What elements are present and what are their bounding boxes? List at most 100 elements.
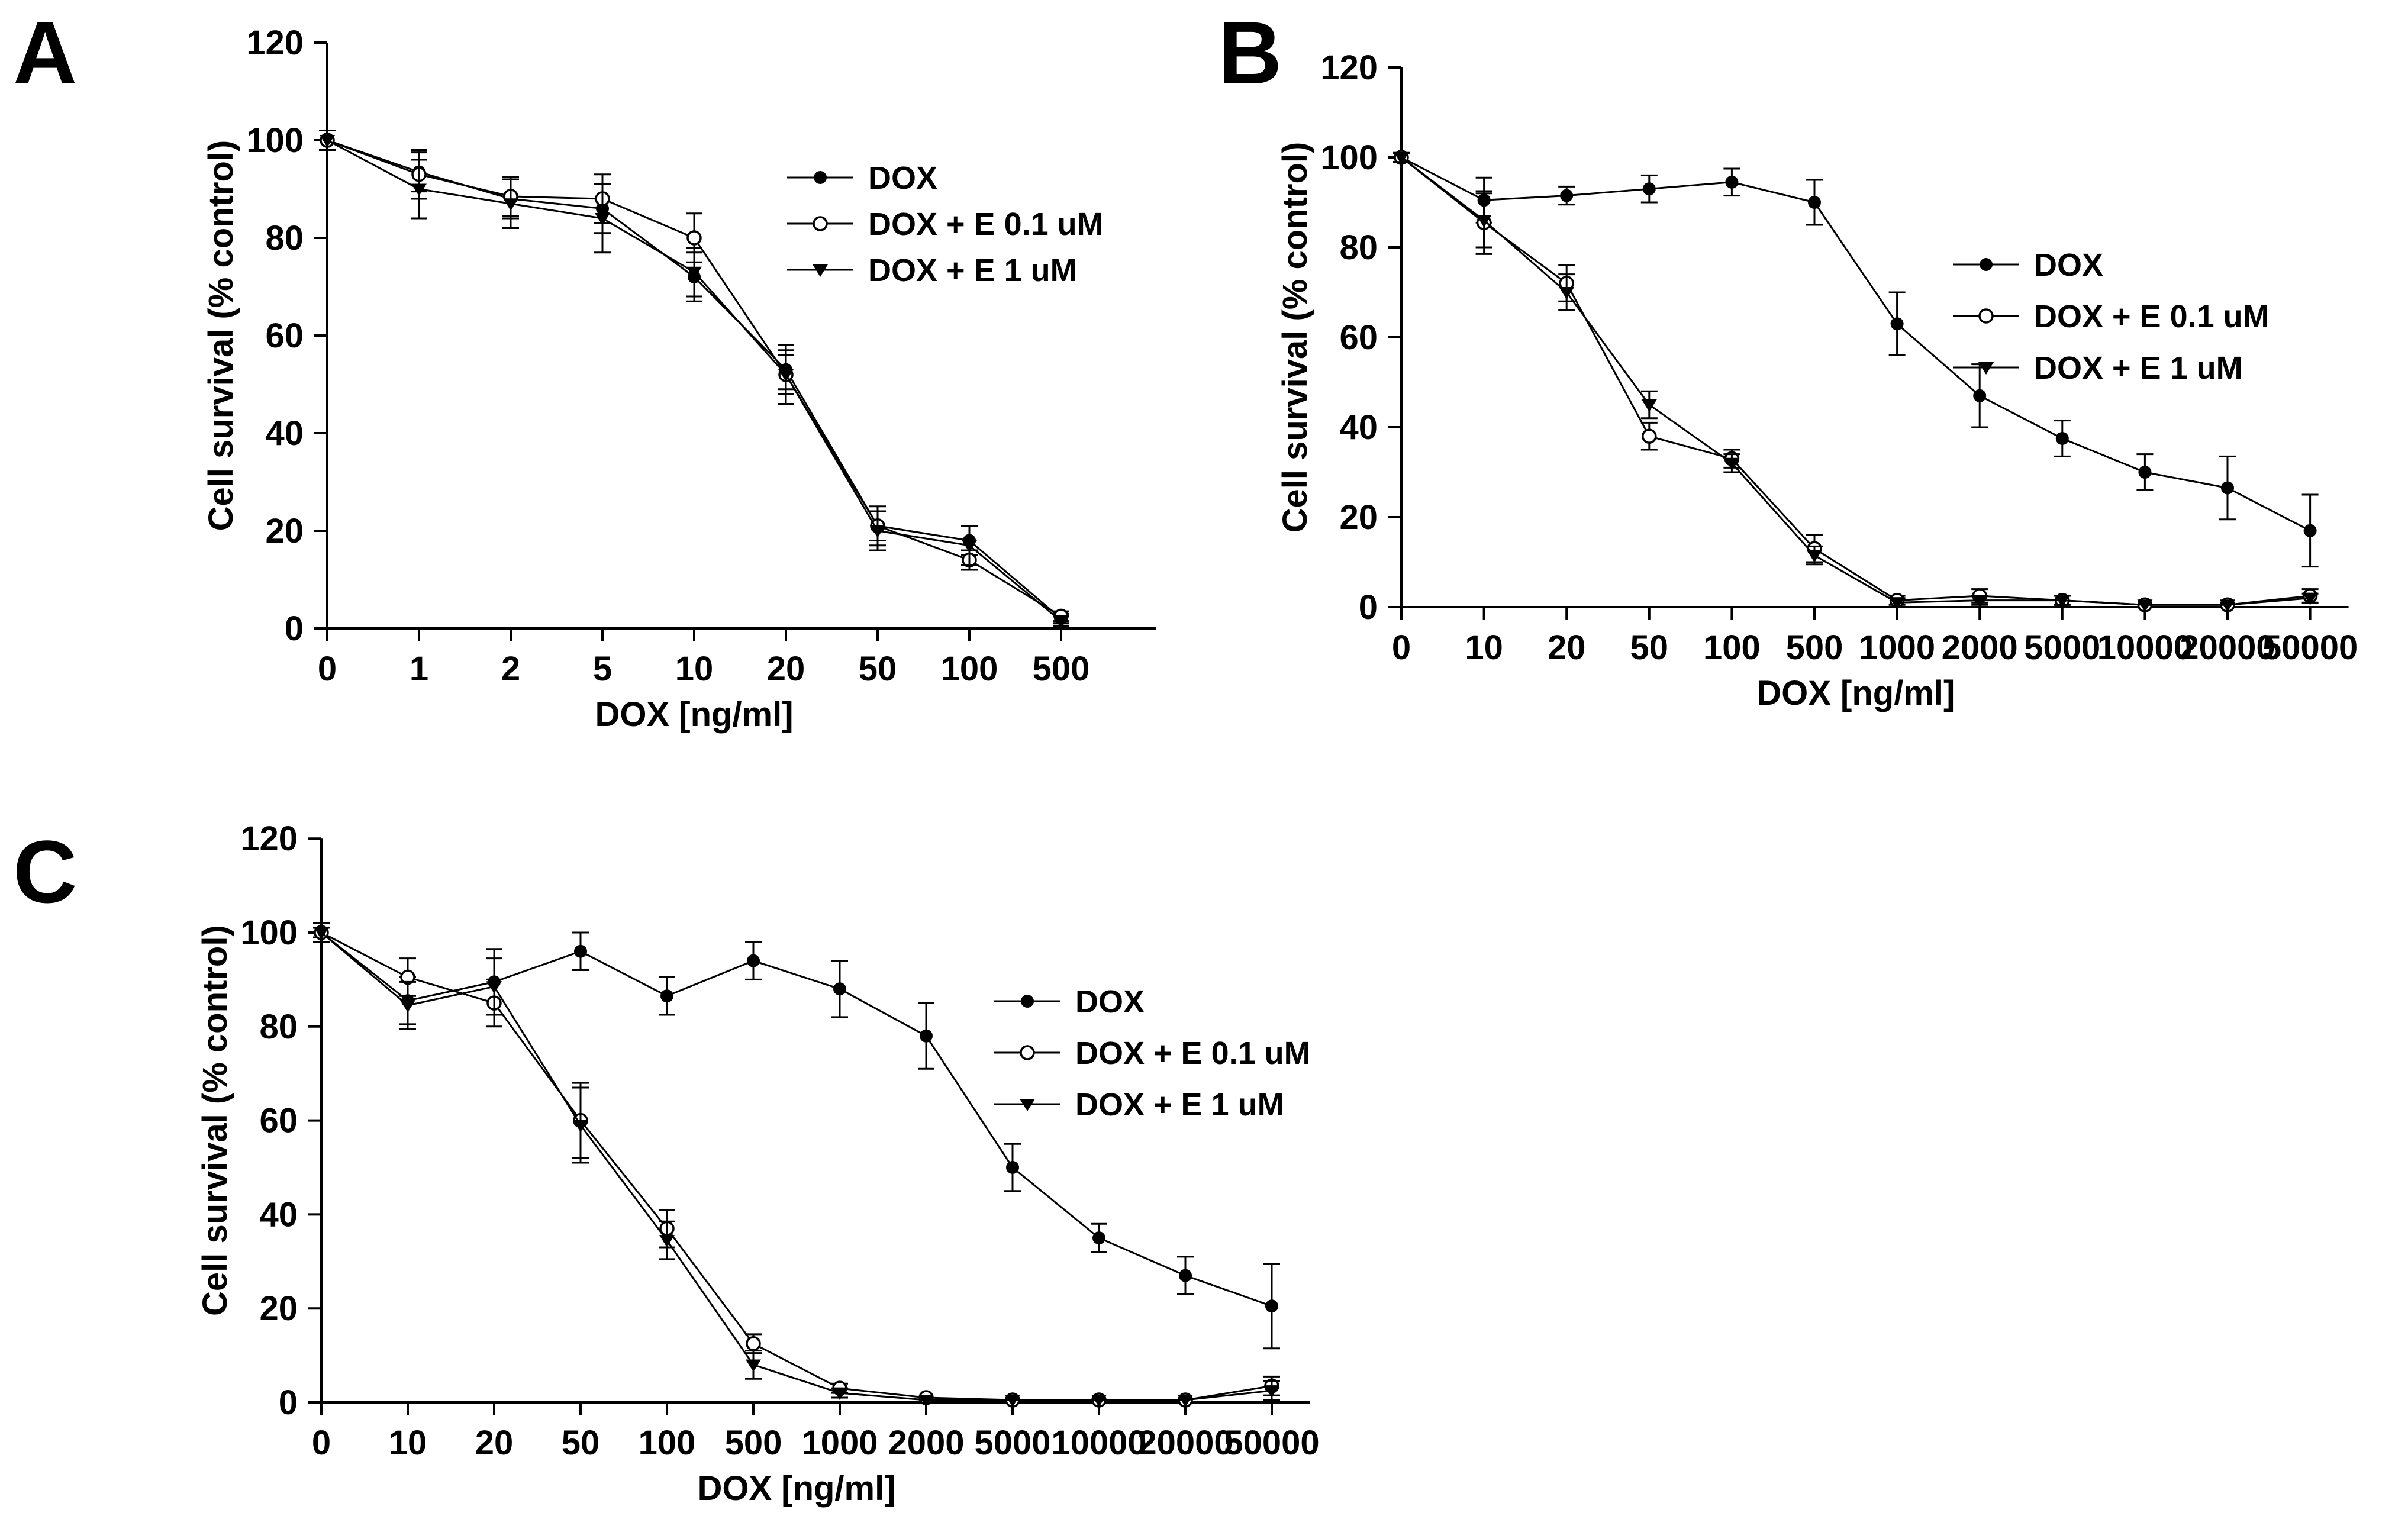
- x-tick-label: 50: [1630, 628, 1669, 667]
- y-tick-label: 40: [259, 1195, 298, 1234]
- point-triangle-down-marker: [832, 1388, 847, 1401]
- point-filled-circle-marker: [1179, 1269, 1192, 1282]
- x-tick-label: 20000: [2180, 628, 2275, 667]
- point-triangle-down-marker: [962, 540, 977, 553]
- y-axis-title: Cell survival (% control): [202, 140, 240, 531]
- point-triangle-down-marker: [486, 981, 502, 994]
- y-tick-label: 80: [259, 1008, 298, 1046]
- x-tick-label: 20: [1548, 628, 1586, 667]
- point-triangle-down-marker: [1972, 595, 1988, 608]
- point-filled-circle-marker: [1642, 182, 1656, 196]
- point-triangle-down-marker: [320, 135, 335, 147]
- y-tick-label: 40: [1339, 408, 1378, 447]
- x-axis-title: DOX [ng/ml]: [697, 1469, 895, 1508]
- x-tick-label: 10: [389, 1424, 427, 1462]
- y-tick-label: 40: [265, 414, 304, 453]
- point-triangle-down-marker: [1641, 399, 1657, 412]
- x-tick-label: 100: [1703, 628, 1761, 667]
- legend-label: DOX + E 1 uM: [1075, 1087, 1284, 1122]
- legend-open-circle-marker: [813, 216, 828, 231]
- legend-filled-circle-marker: [814, 171, 827, 184]
- series-dox-e-1-um: [313, 922, 1280, 1408]
- x-tick-label: 20: [767, 650, 805, 688]
- point-triangle-down-marker: [686, 266, 702, 279]
- point-triangle-down-marker: [1476, 215, 1492, 228]
- x-tick-label: 100: [941, 650, 998, 688]
- legend: DOX DOX + E 0.1 uM DOX + E 1 uM: [994, 984, 1311, 1122]
- x-tick-label: 5: [593, 650, 612, 688]
- legend-filled-circle-marker: [1980, 258, 1993, 271]
- point-triangle-down-marker: [870, 525, 885, 538]
- y-tick-label: 80: [265, 219, 304, 257]
- x-tick-label: 2000: [1942, 628, 2018, 667]
- x-tick-label: 2: [501, 650, 520, 688]
- x-tick-label: 500: [725, 1424, 782, 1462]
- x-tick-label: 10000: [2097, 628, 2193, 667]
- x-tick-label: 10000: [1051, 1424, 1146, 1462]
- x-tick-label: 1000: [1859, 628, 1935, 667]
- legend-label: DOX + E 1 uM: [2034, 350, 2243, 386]
- point-triangle-down-marker: [1394, 152, 1409, 164]
- panel-c-label: C: [13, 822, 78, 921]
- x-tick-label: 5000: [974, 1424, 1050, 1462]
- x-tick-label: 500: [1786, 628, 1843, 667]
- legend: DOX DOX + E 0.1 uM DOX + E 1 uM: [787, 160, 1104, 288]
- x-axis-title: DOX [ng/ml]: [595, 695, 793, 734]
- legend-open-circle-marker: [1020, 1045, 1035, 1060]
- panel-b-label: B: [1218, 3, 1282, 102]
- legend-triangle-down-marker: [813, 264, 828, 277]
- point-open-circle-marker: [1642, 428, 1657, 444]
- point-filled-circle-marker: [1725, 175, 1739, 189]
- point-open-circle-marker: [746, 1336, 761, 1351]
- x-tick-label: 10: [1465, 628, 1503, 667]
- y-tick-label: 0: [1359, 588, 1378, 627]
- point-filled-circle-marker: [1092, 1231, 1105, 1245]
- x-axis-title: DOX [ng/ml]: [1756, 674, 1955, 712]
- panel-a-label: A: [13, 3, 78, 102]
- y-axis-title: Cell survival (% control): [196, 925, 234, 1316]
- legend-label: DOX + E 0.1 uM: [868, 207, 1104, 242]
- y-tick-label: 20: [259, 1289, 298, 1328]
- x-tick-label: 1: [410, 650, 428, 688]
- y-tick-label: 80: [1339, 228, 1378, 267]
- x-tick-label: 50000: [1224, 1424, 1319, 1462]
- point-triangle-down-marker: [1889, 597, 1905, 610]
- y-tick-label: 100: [246, 121, 304, 160]
- point-triangle-down-marker: [1053, 615, 1069, 628]
- y-tick-label: 20: [1339, 498, 1378, 537]
- series-line: [1401, 156, 2310, 606]
- point-filled-circle-marker: [1973, 389, 1987, 402]
- y-axis-title: Cell survival (% control): [1276, 142, 1314, 533]
- series-line: [1401, 156, 2311, 532]
- y-tick-label: 100: [240, 914, 298, 952]
- point-filled-circle-marker: [2138, 466, 2152, 479]
- y-tick-label: 100: [1320, 138, 1378, 177]
- legend-triangle-down-marker: [1978, 362, 1994, 375]
- x-tick-label: 1000: [801, 1424, 878, 1462]
- series-line: [321, 931, 1272, 1401]
- legend-triangle-down-marker: [1020, 1099, 1035, 1111]
- legend-label: DOX: [868, 160, 937, 196]
- point-triangle-down-marker: [1724, 457, 1740, 470]
- series-line: [321, 931, 1272, 1307]
- point-triangle-down-marker: [918, 1395, 934, 1408]
- point-triangle-down-marker: [1264, 1385, 1279, 1398]
- point-triangle-down-marker: [411, 183, 427, 196]
- point-filled-circle-marker: [574, 944, 587, 958]
- point-triangle-down-marker: [573, 1120, 588, 1133]
- point-triangle-down-marker: [778, 369, 794, 382]
- legend-label: DOX: [2034, 247, 2103, 283]
- y-tick-label: 0: [279, 1383, 298, 1422]
- point-triangle-down-marker: [1178, 1395, 1193, 1408]
- point-triangle-down-marker: [2054, 595, 2070, 608]
- point-filled-circle-marker: [2055, 432, 2069, 445]
- point-triangle-down-marker: [1091, 1395, 1107, 1408]
- legend-label: DOX + E 1 uM: [868, 253, 1077, 288]
- point-filled-circle-marker: [660, 989, 673, 1003]
- point-triangle-down-marker: [400, 1000, 415, 1013]
- point-open-circle-marker: [686, 230, 702, 246]
- point-triangle-down-marker: [503, 198, 518, 211]
